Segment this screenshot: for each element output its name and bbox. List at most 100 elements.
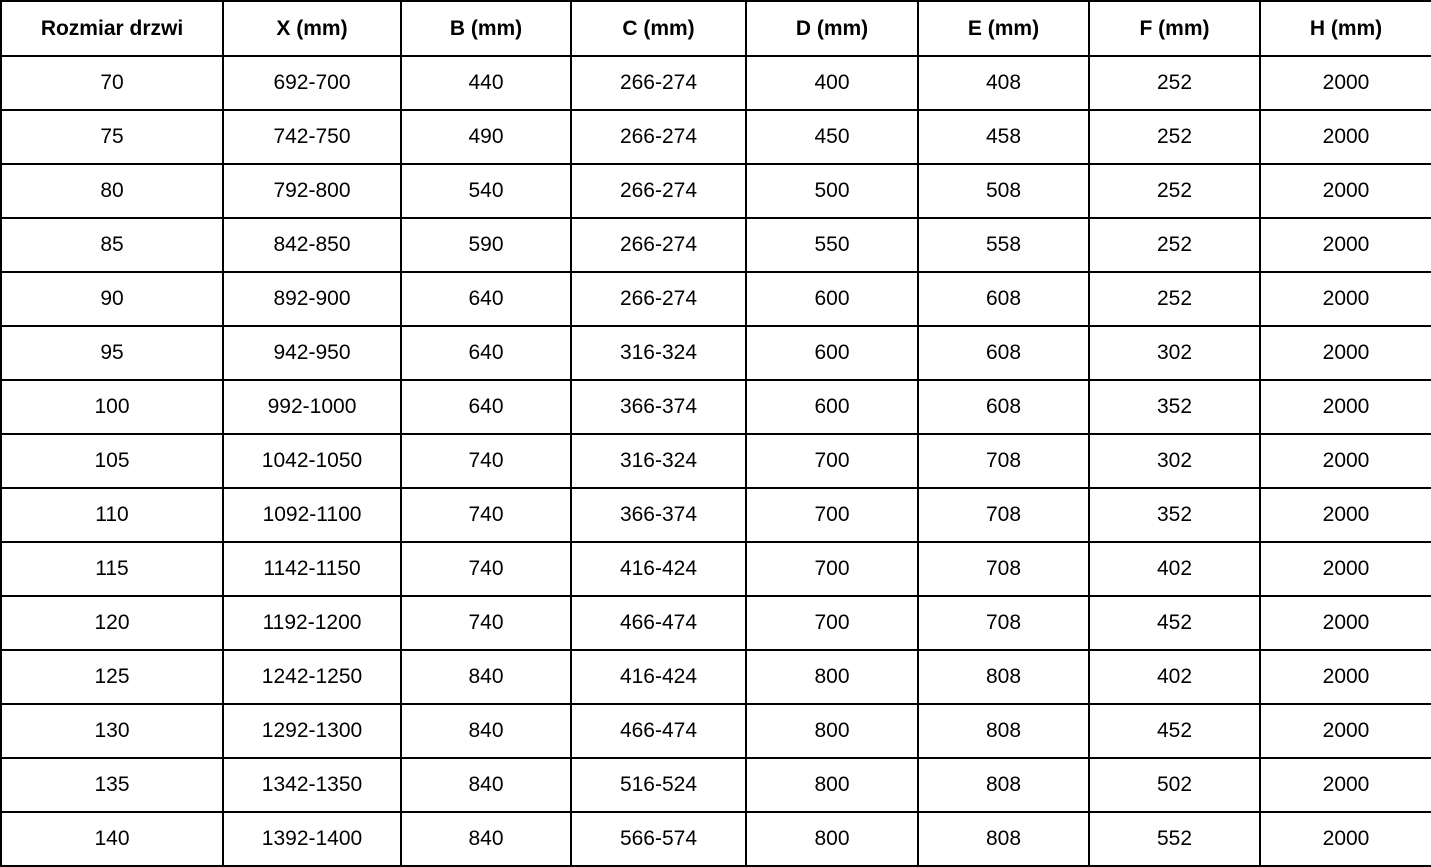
table-cell: 90 bbox=[0, 271, 224, 327]
table-cell: 640 bbox=[400, 379, 572, 435]
table-cell: 792-800 bbox=[222, 163, 402, 219]
table-cell: 110 bbox=[0, 487, 224, 543]
table-cell: 402 bbox=[1088, 541, 1261, 597]
table-cell: 742-750 bbox=[222, 109, 402, 165]
table-cell: 600 bbox=[745, 325, 919, 381]
table-cell: 266-274 bbox=[570, 271, 747, 327]
table-cell: 808 bbox=[917, 703, 1090, 759]
table-cell: 95 bbox=[0, 325, 224, 381]
table-cell: 800 bbox=[745, 703, 919, 759]
table-cell: 740 bbox=[400, 541, 572, 597]
table-row: 110 1092-1100 740 366-374 700 708 352 2000 bbox=[0, 487, 1431, 543]
column-header-7: H (mm) bbox=[1259, 0, 1431, 57]
table-cell: 416-424 bbox=[570, 649, 747, 705]
table-cell: 808 bbox=[917, 649, 1090, 705]
table-cell: 1292-1300 bbox=[222, 703, 402, 759]
table-cell: 708 bbox=[917, 541, 1090, 597]
table-cell: 992-1000 bbox=[222, 379, 402, 435]
table-cell: 840 bbox=[400, 811, 572, 867]
table-cell: 2000 bbox=[1259, 55, 1431, 111]
table-cell: 115 bbox=[0, 541, 224, 597]
table-cell: 85 bbox=[0, 217, 224, 273]
table-cell: 2000 bbox=[1259, 703, 1431, 759]
table-cell: 120 bbox=[0, 595, 224, 651]
table-cell: 252 bbox=[1088, 163, 1261, 219]
table-cell: 400 bbox=[745, 55, 919, 111]
table-cell: 740 bbox=[400, 433, 572, 489]
table-cell: 266-274 bbox=[570, 109, 747, 165]
table-cell: 2000 bbox=[1259, 271, 1431, 327]
table-cell: 508 bbox=[917, 163, 1090, 219]
table-cell: 266-274 bbox=[570, 55, 747, 111]
table-cell: 566-574 bbox=[570, 811, 747, 867]
table-cell: 452 bbox=[1088, 703, 1261, 759]
table-cell: 100 bbox=[0, 379, 224, 435]
table-cell: 450 bbox=[745, 109, 919, 165]
table-cell: 252 bbox=[1088, 109, 1261, 165]
table-cell: 302 bbox=[1088, 433, 1261, 489]
column-header-5: E (mm) bbox=[917, 0, 1090, 57]
table-cell: 1092-1100 bbox=[222, 487, 402, 543]
table-row: 100 992-1000 640 366-374 600 608 352 2000 bbox=[0, 379, 1431, 435]
table-cell: 2000 bbox=[1259, 595, 1431, 651]
table-cell: 80 bbox=[0, 163, 224, 219]
table-cell: 800 bbox=[745, 649, 919, 705]
table-cell: 608 bbox=[917, 379, 1090, 435]
table-cell: 252 bbox=[1088, 271, 1261, 327]
table-cell: 708 bbox=[917, 595, 1090, 651]
table-cell: 352 bbox=[1088, 487, 1261, 543]
table-cell: 1192-1200 bbox=[222, 595, 402, 651]
table-cell: 740 bbox=[400, 595, 572, 651]
table-cell: 302 bbox=[1088, 325, 1261, 381]
table-row: 105 1042-1050 740 316-324 700 708 302 2000 bbox=[0, 433, 1431, 489]
table-row: 115 1142-1150 740 416-424 700 708 402 2000 bbox=[0, 541, 1431, 597]
table-cell: 740 bbox=[400, 487, 572, 543]
table-row: 75 742-750 490 266-274 450 458 252 2000 bbox=[0, 109, 1431, 165]
table-cell: 458 bbox=[917, 109, 1090, 165]
table-cell: 500 bbox=[745, 163, 919, 219]
table-cell: 640 bbox=[400, 271, 572, 327]
table-cell: 808 bbox=[917, 757, 1090, 813]
table-cell: 352 bbox=[1088, 379, 1261, 435]
table-row: 95 942-950 640 316-324 600 608 302 2000 bbox=[0, 325, 1431, 381]
column-header-2: B (mm) bbox=[400, 0, 572, 57]
table-cell: 266-274 bbox=[570, 163, 747, 219]
table-cell: 700 bbox=[745, 433, 919, 489]
table-cell: 140 bbox=[0, 811, 224, 867]
table-cell: 252 bbox=[1088, 217, 1261, 273]
table-cell: 105 bbox=[0, 433, 224, 489]
table-cell: 608 bbox=[917, 271, 1090, 327]
table-cell: 540 bbox=[400, 163, 572, 219]
table-cell: 516-524 bbox=[570, 757, 747, 813]
table-cell: 366-374 bbox=[570, 487, 747, 543]
table-cell: 416-424 bbox=[570, 541, 747, 597]
table-cell: 840 bbox=[400, 757, 572, 813]
table-cell: 130 bbox=[0, 703, 224, 759]
table-cell: 700 bbox=[745, 487, 919, 543]
table-cell: 70 bbox=[0, 55, 224, 111]
table-cell: 266-274 bbox=[570, 217, 747, 273]
table-cell: 316-324 bbox=[570, 433, 747, 489]
table-cell: 75 bbox=[0, 109, 224, 165]
table-cell: 2000 bbox=[1259, 325, 1431, 381]
table-row: 130 1292-1300 840 466-474 800 808 452 2000 bbox=[0, 703, 1431, 759]
table-row: 70 692-700 440 266-274 400 408 252 2000 bbox=[0, 55, 1431, 111]
table-cell: 600 bbox=[745, 379, 919, 435]
table-cell: 2000 bbox=[1259, 487, 1431, 543]
header-row: Rozmiar drzwi X (mm) B (mm) C (mm) D (mm) E (… bbox=[0, 0, 1431, 57]
table-cell: 840 bbox=[400, 703, 572, 759]
table-cell: 1392-1400 bbox=[222, 811, 402, 867]
table-cell: 892-900 bbox=[222, 271, 402, 327]
table-row: 85 842-850 590 266-274 550 558 252 2000 bbox=[0, 217, 1431, 273]
table-cell: 608 bbox=[917, 325, 1090, 381]
column-header-0: Rozmiar drzwi bbox=[0, 0, 224, 57]
table-cell: 466-474 bbox=[570, 595, 747, 651]
table-cell: 640 bbox=[400, 325, 572, 381]
table-cell: 1342-1350 bbox=[222, 757, 402, 813]
table-cell: 700 bbox=[745, 595, 919, 651]
table-cell: 552 bbox=[1088, 811, 1261, 867]
table-cell: 558 bbox=[917, 217, 1090, 273]
table-cell: 2000 bbox=[1259, 757, 1431, 813]
